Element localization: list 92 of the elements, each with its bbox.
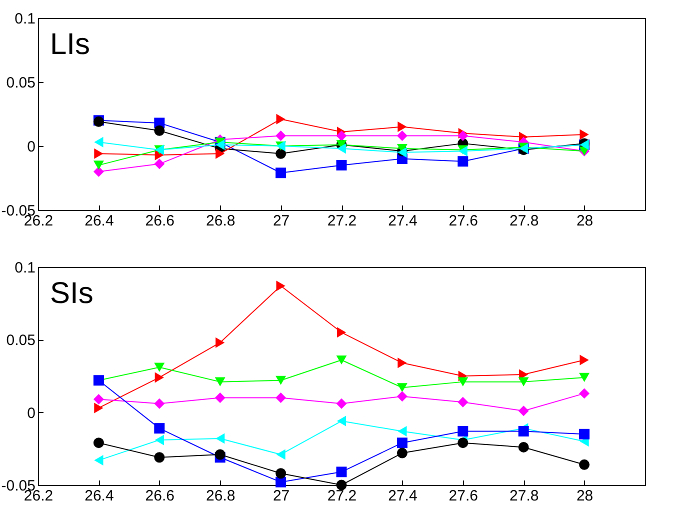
point bbox=[579, 459, 590, 470]
x-tick-label: 27.6 bbox=[448, 212, 478, 230]
point bbox=[396, 391, 408, 402]
point bbox=[154, 423, 165, 434]
point bbox=[154, 362, 165, 372]
point bbox=[458, 438, 468, 448]
point bbox=[276, 114, 286, 124]
point bbox=[154, 125, 165, 136]
x-tick-label: 26.6 bbox=[145, 488, 174, 504]
point bbox=[214, 377, 226, 386]
x-tick-label: 27.4 bbox=[388, 212, 418, 230]
x-tick-label: 27.6 bbox=[448, 488, 478, 504]
x-tick-label: 27 bbox=[272, 212, 290, 230]
point bbox=[93, 160, 104, 170]
point bbox=[336, 355, 347, 365]
point bbox=[276, 476, 286, 488]
point bbox=[93, 394, 104, 404]
point bbox=[336, 327, 346, 338]
point bbox=[216, 433, 225, 444]
point bbox=[276, 130, 286, 142]
point bbox=[276, 148, 286, 159]
point bbox=[154, 372, 164, 383]
point bbox=[93, 166, 104, 177]
annotation: SIs bbox=[50, 277, 94, 310]
x-tick-label: 26.8 bbox=[206, 488, 236, 504]
point bbox=[94, 402, 104, 414]
x-tick-label: 27.2 bbox=[327, 212, 357, 230]
y-tick-label: 0.1 bbox=[14, 10, 36, 28]
point bbox=[216, 139, 225, 150]
point bbox=[93, 438, 104, 448]
point bbox=[214, 449, 226, 460]
point bbox=[276, 392, 286, 404]
point bbox=[154, 452, 165, 463]
point bbox=[276, 376, 286, 385]
x-tick-label: 27 bbox=[272, 488, 290, 504]
y-tick-label: 0.05 bbox=[6, 332, 36, 350]
x-tick-label: 26.6 bbox=[145, 212, 174, 230]
point bbox=[336, 160, 347, 170]
point bbox=[398, 122, 407, 132]
point bbox=[276, 168, 286, 178]
point bbox=[154, 434, 164, 446]
point bbox=[518, 426, 529, 436]
x-tick-label: 27.4 bbox=[388, 488, 418, 504]
point bbox=[216, 337, 225, 348]
y-tick-label: 0 bbox=[27, 404, 36, 422]
point bbox=[518, 442, 529, 452]
point bbox=[579, 428, 590, 440]
point bbox=[458, 377, 468, 386]
point bbox=[154, 158, 165, 170]
point bbox=[214, 392, 226, 404]
point bbox=[580, 354, 589, 366]
point bbox=[458, 130, 468, 142]
point bbox=[336, 416, 346, 426]
point bbox=[94, 148, 104, 159]
point bbox=[154, 398, 165, 409]
x-tick-label: 27.8 bbox=[510, 212, 539, 230]
point bbox=[336, 480, 347, 490]
point bbox=[336, 143, 346, 154]
point bbox=[458, 156, 468, 167]
point bbox=[398, 426, 407, 436]
point bbox=[336, 398, 347, 409]
point bbox=[216, 148, 225, 159]
y-tick-label: 0.05 bbox=[6, 74, 36, 92]
x-tick-label: 26.4 bbox=[84, 488, 114, 504]
x-tick-label: 26.4 bbox=[84, 212, 114, 230]
x-tick-label: 27.2 bbox=[327, 488, 357, 504]
point bbox=[580, 129, 589, 140]
x-tick-label: 28 bbox=[576, 212, 594, 230]
point bbox=[398, 358, 407, 368]
point bbox=[518, 377, 529, 386]
point bbox=[276, 468, 286, 479]
point bbox=[518, 406, 529, 416]
x-tick-label: 28 bbox=[576, 488, 594, 504]
point bbox=[396, 438, 408, 448]
point bbox=[94, 455, 104, 466]
point bbox=[458, 426, 468, 436]
y-tick-label: 0 bbox=[27, 138, 36, 156]
point bbox=[579, 372, 590, 382]
point bbox=[396, 448, 408, 458]
x-tick-label: 26.8 bbox=[206, 212, 236, 230]
y-tick-label: 0.1 bbox=[14, 260, 36, 276]
point bbox=[336, 466, 347, 478]
point bbox=[396, 130, 408, 142]
point bbox=[276, 280, 286, 292]
point bbox=[94, 136, 104, 148]
x-tick-label: 27.8 bbox=[510, 488, 539, 504]
point bbox=[458, 396, 468, 408]
annotation: LIs bbox=[50, 28, 90, 61]
point bbox=[276, 449, 286, 460]
point bbox=[579, 388, 590, 399]
point bbox=[396, 383, 408, 392]
point bbox=[336, 130, 347, 142]
